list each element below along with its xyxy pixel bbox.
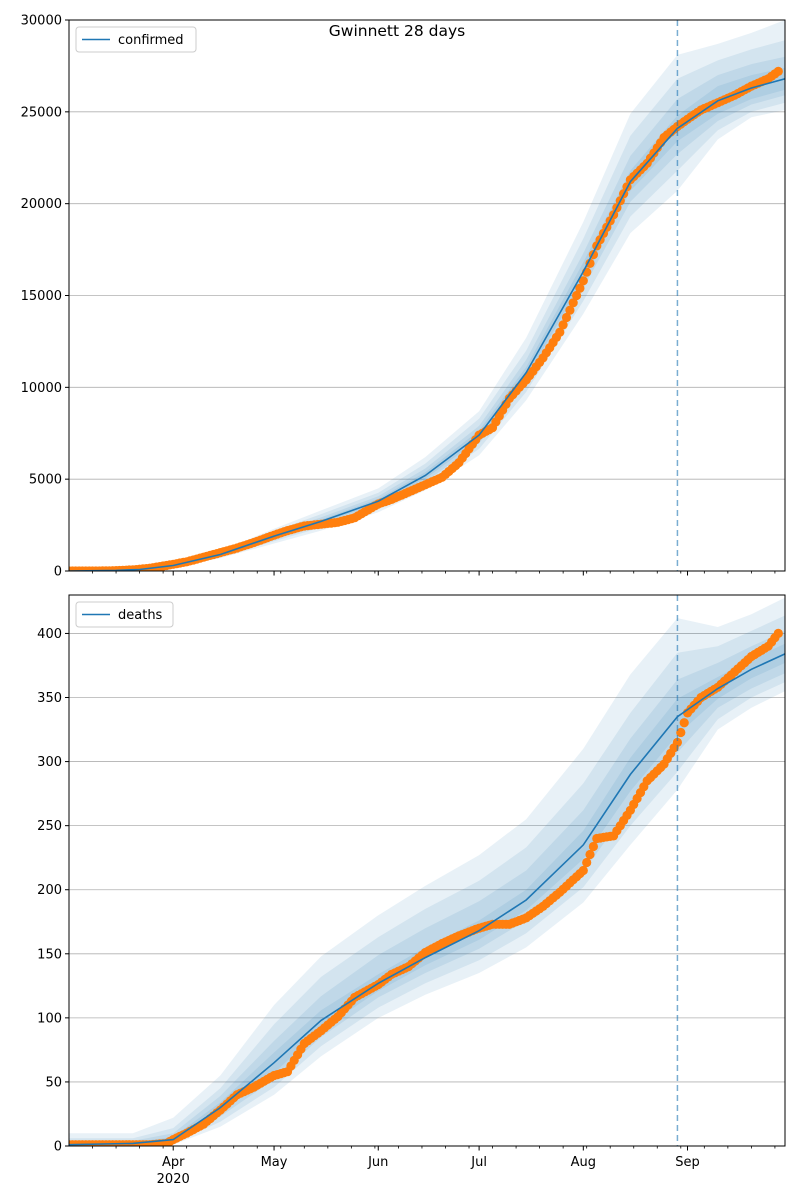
x-tick-label: Sep bbox=[675, 1155, 700, 1170]
legend: confirmed bbox=[75, 26, 197, 53]
legend-box bbox=[75, 601, 174, 628]
observed-point bbox=[672, 737, 683, 748]
observed-point bbox=[572, 290, 582, 301]
observed-point bbox=[558, 320, 568, 330]
observed-point bbox=[585, 849, 595, 860]
deaths-panel: 0 50 100 150 200 250 300 350 400 Apr 2020 May Jun Jul… bbox=[37, 594, 786, 1187]
legend: deaths bbox=[75, 601, 174, 628]
model-line bbox=[69, 653, 785, 1146]
uncertainty-band-3 bbox=[69, 630, 785, 1146]
y-tick-label: 250 bbox=[37, 819, 62, 834]
confirmed-panel: 0 5000 10000 15000 20000 25000 30000 confirmed bbox=[21, 14, 786, 580]
axes-frame bbox=[68, 594, 786, 1147]
legend-label: confirmed bbox=[118, 33, 184, 48]
chart-title: Gwinnett 28 days bbox=[329, 22, 466, 40]
y-tick-label: 150 bbox=[37, 947, 62, 962]
observed-point bbox=[582, 857, 592, 868]
observed-point bbox=[585, 258, 595, 268]
legend-box bbox=[75, 26, 197, 53]
x-tick-label: Aug bbox=[571, 1155, 596, 1170]
x-tick-sublabel: 2020 bbox=[157, 1172, 190, 1187]
observed-point bbox=[565, 305, 575, 315]
y-tick-label: 20000 bbox=[21, 197, 62, 212]
y-tick-label: 30000 bbox=[21, 14, 62, 29]
uncertainty-band-2 bbox=[69, 615, 785, 1146]
observed-point bbox=[676, 727, 686, 738]
observed-point bbox=[578, 276, 588, 286]
model-line bbox=[69, 78, 785, 571]
y-tick-label: 0 bbox=[54, 1140, 62, 1155]
y-tick-label: 15000 bbox=[21, 289, 62, 304]
y-tick-label: 0 bbox=[54, 565, 62, 580]
observed-point bbox=[773, 66, 783, 76]
observed-point bbox=[773, 628, 783, 639]
legend-label: deaths bbox=[118, 608, 163, 623]
y-tick-label: 100 bbox=[37, 1011, 62, 1026]
uncertainty-band-1 bbox=[69, 20, 785, 571]
plot-area bbox=[69, 20, 785, 571]
observed-point bbox=[555, 327, 565, 337]
y-tick-label: 300 bbox=[37, 755, 62, 770]
observed-point bbox=[561, 312, 572, 323]
uncertainty-band-2 bbox=[69, 40, 785, 571]
plot-area bbox=[69, 597, 785, 1146]
y-tick-label: 200 bbox=[37, 883, 62, 898]
x-tick-label: Apr bbox=[162, 1155, 185, 1170]
y-tick-label: 350 bbox=[37, 691, 62, 706]
observed-point bbox=[568, 298, 578, 308]
y-tick-label: 5000 bbox=[29, 473, 62, 488]
y-tick-label: 400 bbox=[37, 627, 62, 642]
y-tick-label: 25000 bbox=[21, 105, 62, 120]
observed-point bbox=[588, 841, 599, 852]
y-tick-label: 50 bbox=[45, 1075, 62, 1090]
x-tick-label: May bbox=[261, 1155, 288, 1170]
observed-point bbox=[679, 718, 689, 728]
y-tick-label: 10000 bbox=[21, 381, 62, 396]
x-tick-label: Jun bbox=[367, 1155, 388, 1170]
observed-point bbox=[578, 865, 588, 876]
x-tick-label: Jul bbox=[470, 1155, 487, 1170]
observed-point bbox=[575, 283, 585, 293]
uncertainty-band-1 bbox=[69, 597, 785, 1146]
